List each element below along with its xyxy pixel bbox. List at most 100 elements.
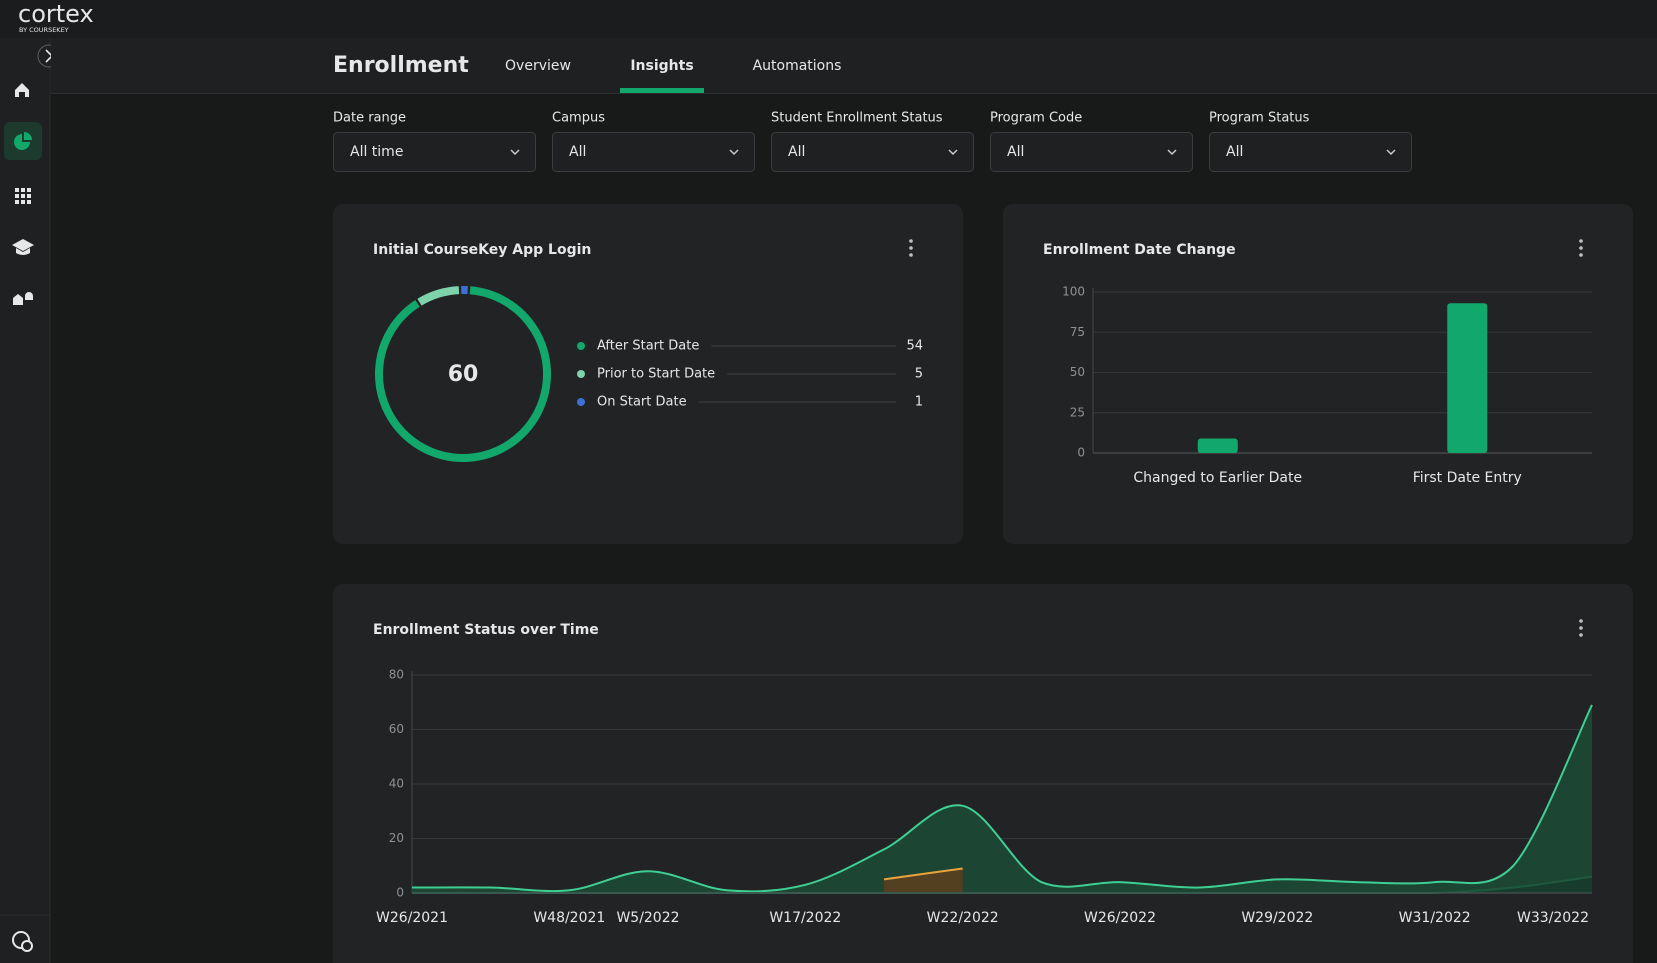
donut-segment [375, 286, 551, 462]
nav-home[interactable] [15, 83, 29, 97]
legend-dot [577, 342, 585, 350]
filter-select[interactable]: All time [333, 132, 536, 172]
x-tick-label: W22/2022 [927, 910, 999, 926]
cap-icon [12, 239, 34, 255]
tab[interactable]: Automations [753, 58, 842, 74]
select-chevron [948, 149, 958, 156]
card-menu[interactable] [909, 239, 913, 257]
legend-label: After Start Date [597, 339, 699, 354]
x-tick-label: W48/2021 [533, 910, 605, 926]
nav-apps[interactable] [15, 188, 31, 204]
legend-value: 5 [915, 367, 923, 382]
select-value: All [1226, 144, 1243, 160]
tab-label: Insights [630, 58, 693, 74]
x-tick-label: W17/2022 [769, 910, 841, 926]
filter-select[interactable]: All [990, 132, 1193, 172]
apps-dot [21, 194, 25, 198]
help-icon-bubble [21, 940, 33, 952]
legend-dot [577, 398, 585, 406]
nav-integrations[interactable] [13, 292, 33, 305]
filter-label: Student Enrollment Status [771, 111, 943, 126]
menu-dot [909, 246, 913, 250]
filter-label: Program Code [990, 111, 1082, 126]
select-value: All time [350, 144, 403, 160]
apps-dot [27, 200, 31, 204]
x-tick-label: W5/2022 [616, 910, 679, 926]
page-header [51, 38, 1657, 93]
x-tick-label: W26/2021 [376, 910, 448, 926]
card-title: Enrollment Status over Time [373, 622, 599, 638]
filter-select[interactable]: All [552, 132, 755, 172]
donut-total: 60 [448, 362, 479, 387]
apps-dot [15, 200, 19, 204]
x-tick-label: Changed to Earlier Date [1133, 470, 1302, 486]
select-value: All [1007, 144, 1024, 160]
x-tick-label: W31/2022 [1399, 910, 1471, 926]
select-box [552, 132, 755, 172]
nav-insights[interactable] [4, 122, 42, 160]
menu-dot [909, 253, 913, 257]
menu-dot [1579, 633, 1583, 637]
menu-dot [1579, 626, 1583, 630]
select-box [1209, 132, 1412, 172]
insights-icon-slice [24, 132, 32, 140]
menu-dot [1579, 253, 1583, 257]
menu-dot [1579, 239, 1583, 243]
x-tick-label: W29/2022 [1241, 910, 1313, 926]
y-tick-label: 80 [389, 668, 404, 682]
select-box [771, 132, 974, 172]
integrations-icon [13, 292, 33, 305]
menu-dot [1579, 619, 1583, 623]
tab-underline [620, 88, 704, 93]
home-icon [15, 83, 29, 97]
legend-label: Prior to Start Date [597, 367, 715, 382]
card-menu[interactable] [1579, 239, 1583, 257]
card [333, 584, 1633, 963]
tab[interactable]: Insights [620, 58, 704, 93]
card [333, 204, 963, 544]
tab[interactable]: Overview [505, 58, 571, 74]
brand-sub: BY COURSEKEY [19, 26, 69, 34]
area-fill [412, 704, 1592, 893]
help-icon [12, 931, 30, 949]
y-tick-label: 60 [389, 722, 404, 736]
series-line [411, 704, 1593, 893]
y-tick-label: 20 [389, 831, 404, 845]
select-chevron [729, 149, 739, 156]
filter-select[interactable]: All [771, 132, 974, 172]
tab-label: Automations [753, 58, 842, 74]
select-value: All [569, 144, 586, 160]
y-tick-label: 40 [389, 777, 404, 791]
apps-dot [15, 188, 19, 192]
filter-select[interactable]: All [1209, 132, 1412, 172]
apps-dot [27, 194, 31, 198]
sidebar [0, 38, 50, 963]
legend-value: 1 [915, 395, 923, 410]
filters: Date range All time Campus All Student Enrol… [333, 111, 1412, 172]
apps-dot [15, 194, 19, 198]
select-chevron [1386, 149, 1396, 156]
card-menu[interactable] [1579, 619, 1583, 637]
donut-segment [417, 286, 460, 306]
help-button[interactable] [12, 931, 33, 952]
filter-label: Program Status [1209, 111, 1310, 126]
legend-value: 54 [906, 339, 923, 354]
x-tick-label: First Date Entry [1413, 470, 1522, 486]
area-fill [884, 868, 963, 893]
select-box [990, 132, 1193, 172]
x-tick-label: W26/2022 [1084, 910, 1156, 926]
x-tick-label: W33/2022 [1517, 910, 1589, 926]
menu-dot [1579, 246, 1583, 250]
filter-label: Campus [552, 111, 605, 126]
filter-label: Date range [333, 111, 406, 126]
page-title: Enrollment [333, 53, 469, 78]
apps-dot [21, 188, 25, 192]
nav-programs[interactable] [12, 239, 34, 255]
y-tick-label: 0 [396, 886, 404, 900]
select-chevron [1167, 149, 1177, 156]
card-title: Enrollment Date Change [1043, 242, 1236, 258]
brand: cortex [18, 0, 94, 28]
bar [1197, 438, 1238, 453]
